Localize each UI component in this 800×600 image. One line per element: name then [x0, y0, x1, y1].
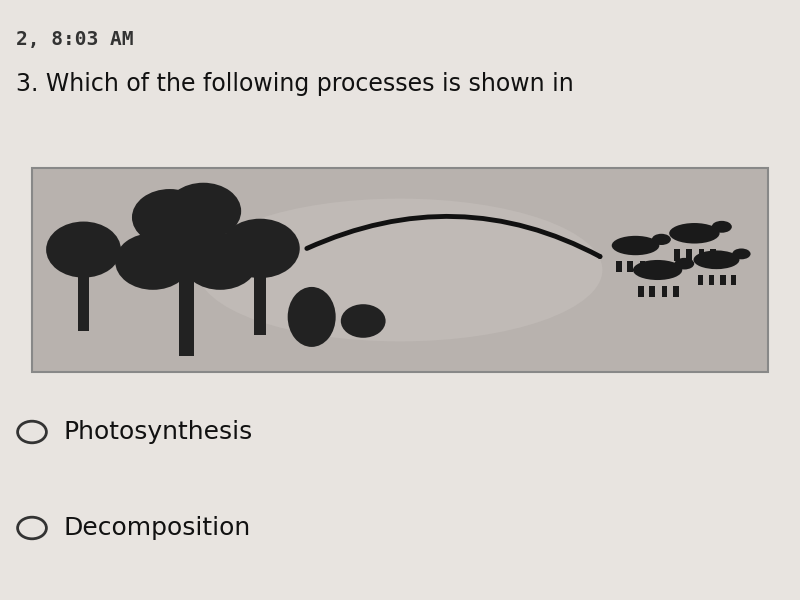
Ellipse shape: [712, 221, 732, 233]
Ellipse shape: [198, 199, 602, 341]
FancyBboxPatch shape: [254, 270, 266, 335]
Circle shape: [221, 218, 300, 278]
FancyBboxPatch shape: [698, 275, 703, 286]
Ellipse shape: [732, 248, 750, 259]
FancyBboxPatch shape: [650, 261, 656, 272]
Circle shape: [182, 233, 258, 290]
Circle shape: [132, 189, 207, 246]
Ellipse shape: [633, 260, 682, 280]
Circle shape: [166, 183, 241, 239]
Ellipse shape: [669, 223, 720, 244]
FancyBboxPatch shape: [674, 250, 680, 262]
FancyBboxPatch shape: [78, 270, 89, 331]
Ellipse shape: [652, 234, 671, 245]
Circle shape: [115, 233, 190, 290]
Text: Decomposition: Decomposition: [64, 516, 251, 540]
FancyBboxPatch shape: [617, 261, 622, 272]
Circle shape: [46, 221, 121, 278]
FancyBboxPatch shape: [638, 286, 643, 298]
FancyBboxPatch shape: [673, 286, 678, 298]
FancyBboxPatch shape: [709, 275, 714, 286]
Ellipse shape: [612, 236, 659, 255]
Text: 2, 8:03 AM: 2, 8:03 AM: [16, 30, 134, 49]
FancyBboxPatch shape: [662, 286, 667, 298]
FancyBboxPatch shape: [698, 250, 705, 262]
FancyBboxPatch shape: [721, 275, 726, 286]
FancyBboxPatch shape: [639, 261, 645, 272]
Text: Photosynthesis: Photosynthesis: [64, 420, 254, 444]
FancyArrowPatch shape: [307, 217, 600, 257]
Ellipse shape: [694, 250, 739, 269]
FancyBboxPatch shape: [627, 261, 633, 272]
Circle shape: [341, 304, 386, 338]
Ellipse shape: [288, 287, 336, 347]
Circle shape: [149, 208, 224, 265]
Ellipse shape: [674, 258, 694, 269]
FancyBboxPatch shape: [686, 250, 691, 262]
FancyBboxPatch shape: [32, 168, 768, 372]
FancyBboxPatch shape: [710, 250, 716, 262]
FancyBboxPatch shape: [731, 275, 736, 286]
Text: 3. Which of the following processes is shown in: 3. Which of the following processes is s…: [16, 72, 574, 96]
FancyBboxPatch shape: [179, 274, 194, 356]
FancyBboxPatch shape: [649, 286, 654, 298]
